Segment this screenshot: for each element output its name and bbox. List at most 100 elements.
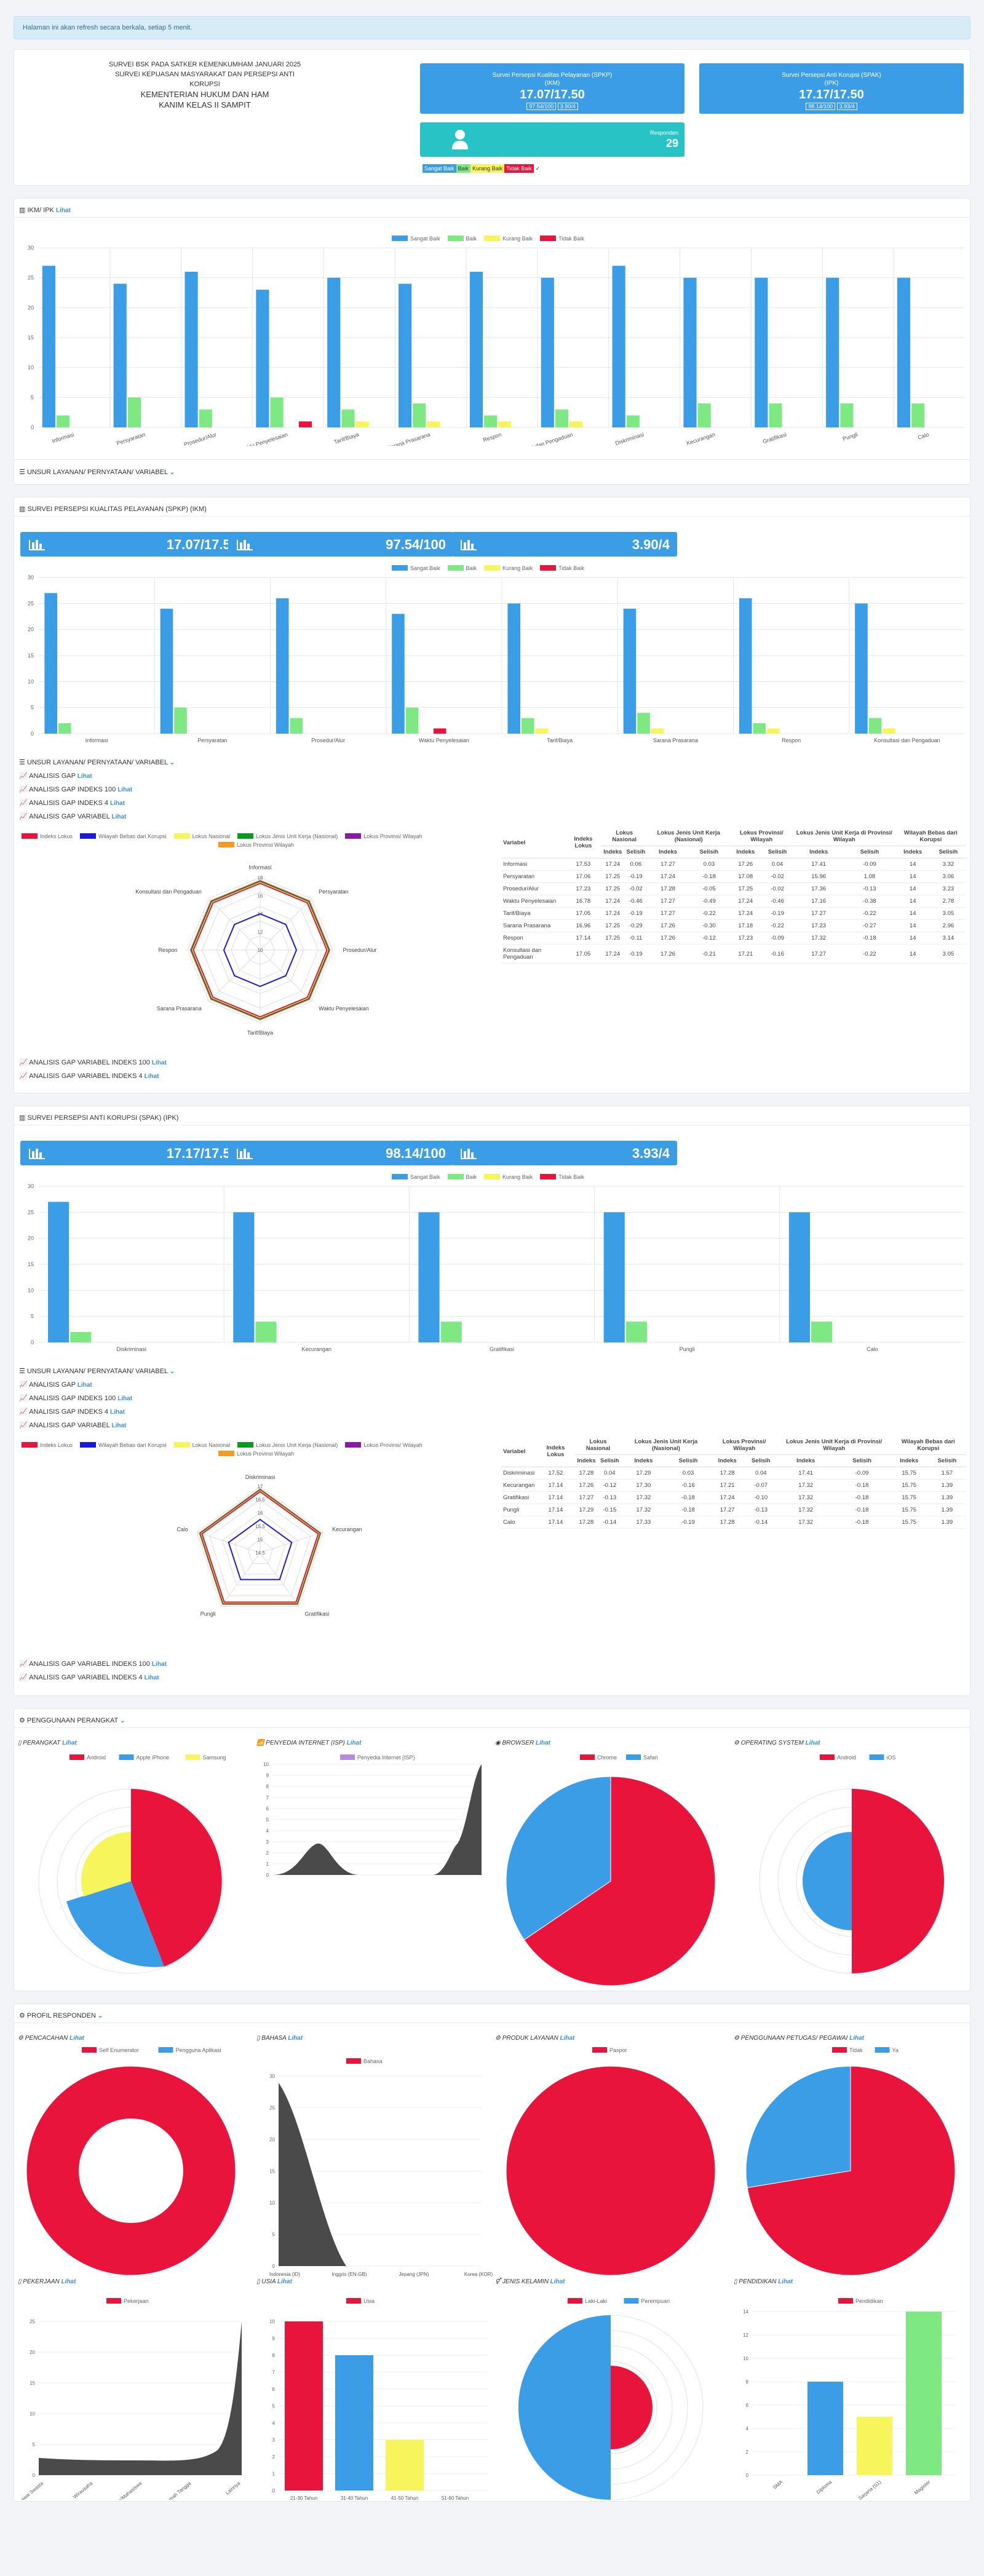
table-cell: 3.05 <box>930 907 966 920</box>
spkp-gapvar-link[interactable]: 📈 ANALISIS GAP VARIABEL Lihat <box>19 813 127 820</box>
table-cell: 3.32 <box>930 858 966 871</box>
table-cell: 17.28 <box>574 1467 598 1480</box>
browser-view[interactable]: Lihat <box>535 1740 550 1746</box>
pencacahan-view[interactable]: Lihat <box>69 2035 84 2042</box>
radar-axis-label: Gratifikasi <box>304 1611 329 1617</box>
gap4-view[interactable]: Lihat <box>110 1409 125 1416</box>
bar-2 <box>427 421 440 427</box>
radar-grid <box>221 1512 299 1585</box>
table-cell: 1.39 <box>927 1504 966 1516</box>
table-row: Prosedur/Alur 17.23 17.25 -0.02 17.28 -0.05 17… <box>501 882 966 895</box>
x-tick: Diskriminasi <box>116 1346 146 1352</box>
pekerjaan-legend-label: Pekerjaan <box>124 2298 149 2304</box>
produk-view[interactable]: Lihat <box>560 2035 575 2042</box>
bar-1 <box>626 415 640 427</box>
y-tick: 5 <box>31 705 34 711</box>
table-row: Calo 17.14 17.28 -0.14 17.33 -0.19 17.28 -0.14 1… <box>501 1516 966 1529</box>
x-tick: Prosedur/Alur <box>183 431 217 446</box>
gap100-view[interactable]: Lihat <box>117 787 133 793</box>
spkp-unsur-link[interactable]: ☰ UNSUR LAYANAN/ PERNYATAAN/ VARIABEL ⌄ <box>19 759 175 766</box>
gapvar-view[interactable]: Lihat <box>111 1422 127 1429</box>
spak-gap-link[interactable]: 📈 ANALISIS GAP Lihat <box>19 1381 92 1389</box>
responden-label: Responden <box>649 130 678 136</box>
perangkat-legend-swatch <box>185 1754 200 1760</box>
ikm-title: ▥ IKM/ IPK Lihat <box>19 206 71 214</box>
gapvar100-view[interactable]: Lihat <box>151 1060 167 1066</box>
spak-unsur-link[interactable]: ☰ UNSUR LAYANAN/ PERNYATAAN/ VARIABEL ⌄ <box>19 1368 175 1375</box>
spak-gapvar-link[interactable]: 📈 ANALISIS GAP VARIABEL Lihat <box>19 1422 127 1429</box>
spkp-gapvar4-link[interactable]: 📈 ANALISIS GAP VARIABEL INDEKS 4 Lihat <box>19 1072 159 1080</box>
table-cell: -0.21 <box>688 944 730 964</box>
heading-line4: KANIM KELAS II SAMPIT <box>159 100 251 109</box>
radar-grid <box>234 1526 286 1575</box>
isp-view[interactable]: Lihat <box>346 1740 362 1746</box>
gap-view[interactable]: Lihat <box>77 773 92 780</box>
spkp-section-title: ▥ SURVEI PERSEPSI KUALITAS PELAYANAN (SP… <box>19 505 207 513</box>
gap-view[interactable]: Lihat <box>77 1382 92 1389</box>
ikm-view-link[interactable]: Lihat <box>55 207 71 214</box>
gapvar4-view[interactable]: Lihat <box>144 1674 159 1681</box>
table-cell: Prosedur/Alur <box>501 882 566 895</box>
y-tick: 14 <box>743 2309 748 2315</box>
spkp-gapvar100-link[interactable]: 📈 ANALISIS GAP VARIABEL INDEKS 100 Lihat <box>19 1059 167 1066</box>
y-tick: 20 <box>28 627 34 633</box>
table-cell: 17.25 <box>601 932 624 945</box>
table-cell: 17.27 <box>647 858 689 871</box>
table-cell: 17.24 <box>601 944 624 964</box>
spak-gapvar4-link[interactable]: 📈 ANALISIS GAP VARIABEL INDEKS 4 Lihat <box>19 1674 159 1681</box>
bar-1 <box>522 718 534 734</box>
profil-card: ⚙ PROFIL RESPONDEN ⌄ ⚙ PENCACAHAN Lihat … <box>14 2003 970 2502</box>
perangkat-view[interactable]: Lihat <box>62 1740 77 1746</box>
gap-text: ANALISIS GAP <box>29 1381 76 1389</box>
spkp-gap4-link[interactable]: 📈 ANALISIS GAP INDEKS 4 Lihat <box>19 799 125 807</box>
bar-1 <box>174 707 187 734</box>
y-tick: 4 <box>266 1828 269 1834</box>
table-cell: 17.14 <box>536 1491 575 1504</box>
gap100-view[interactable]: Lihat <box>117 1395 133 1402</box>
table-cell: 17.27 <box>647 895 689 908</box>
bar-0 <box>113 283 127 427</box>
spak-gap4-link[interactable]: 📈 ANALISIS GAP INDEKS 4 Lihat <box>19 1408 125 1416</box>
os-view[interactable]: Lihat <box>805 1740 820 1746</box>
gap4-view[interactable]: Lihat <box>110 800 125 807</box>
petugas-view[interactable]: Lihat <box>849 2035 864 2042</box>
gapvar4-view[interactable]: Lihat <box>144 1073 159 1080</box>
table-cell: -0.19 <box>665 1516 711 1529</box>
x-tick: Jepang (JPN) <box>399 2272 429 2277</box>
x-tick: Diskriminasi <box>614 431 645 446</box>
spak-radar-legend: Indeks Lokus Wilayah Bebas dari Korupsi Lo… <box>14 1442 423 1448</box>
table-cell: 2.78 <box>930 895 966 908</box>
gapvar100-view[interactable]: Lihat <box>151 1661 167 1668</box>
spak-gap100-link[interactable]: 📈 ANALISIS GAP INDEKS 100 Lihat <box>19 1395 133 1402</box>
gapvar-view[interactable]: Lihat <box>111 814 127 820</box>
radar-axis-label: Tarif/Biaya <box>247 1030 273 1036</box>
y-tick: 25 <box>269 2106 275 2111</box>
pekerjaan-view[interactable]: Lihat <box>61 2278 76 2285</box>
spkp-bar-chart: 0 5 10 15 20 25 30 Informasi Persyaratan Prosedur… <box>28 574 965 743</box>
x-tick: Ibu Rumah Tangga <box>157 2480 192 2500</box>
perangkat-charts: Android Apple iPhone Samsung Penyedia Inter… <box>38 1754 945 1986</box>
table-cell: 17.14 <box>536 1516 575 1529</box>
bar-0 <box>855 603 868 734</box>
bar-0 <box>184 271 198 427</box>
spak-gapvar100-link[interactable]: 📈 ANALISIS GAP VARIABEL INDEKS 100 Lihat <box>19 1660 167 1668</box>
usia-view[interactable]: Lihat <box>277 2278 292 2285</box>
spak-gap-table: Variabel Indeks Lokus Lokus Nasional Lokus … <box>501 1436 966 1529</box>
ikm-unsur-link[interactable]: ☰ UNSUR LAYANAN/ PERNYATAAN/ VARIABEL ⌄ <box>19 468 175 476</box>
kelamin-laki <box>611 2366 653 2449</box>
bahasa-view[interactable]: Lihat <box>288 2035 303 2042</box>
table-cell: 17.05 <box>565 907 601 920</box>
chevron-down-icon: ⌄ <box>169 469 175 476</box>
table-cell: Respon <box>501 932 566 945</box>
kelamin-view[interactable]: Lihat <box>550 2278 565 2285</box>
usia-legend-label: Usia <box>363 2298 375 2304</box>
spkp-gap100-link[interactable]: 📈 ANALISIS GAP INDEKS 100 Lihat <box>19 786 133 793</box>
pencacahan-col-text: PENCACAHAN <box>25 2035 68 2042</box>
pendidikan-view[interactable]: Lihat <box>778 2278 793 2285</box>
spkp-gap-link[interactable]: 📈 ANALISIS GAP Lihat <box>19 772 92 780</box>
table-row: Konsultasi dan Pengaduan 17.05 17.24 -0.19 1… <box>501 944 966 964</box>
y-tick: 0 <box>272 2264 276 2269</box>
th-sub: Selisih <box>624 846 648 858</box>
spak-kpi-2: 98.14/100 <box>228 1141 453 1165</box>
pendidikan-col: ▯ PENDIDIKAN Lihat <box>734 2278 793 2285</box>
